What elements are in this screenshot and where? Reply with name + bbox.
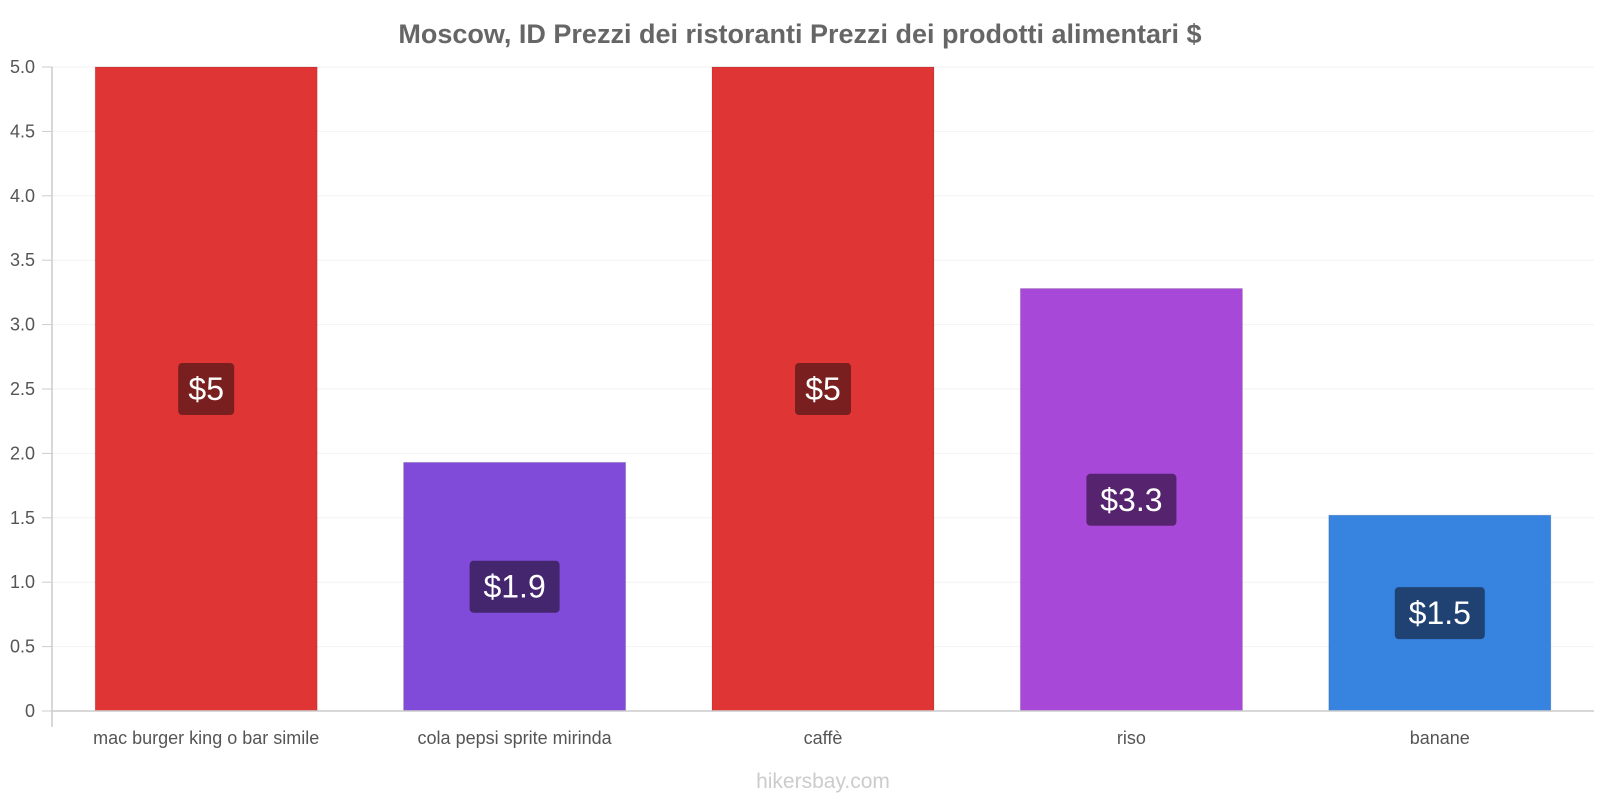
y-tick-label: 3.0 xyxy=(10,315,35,335)
y-tick-label: 4.0 xyxy=(10,186,35,206)
value-label-box xyxy=(178,363,235,415)
y-tick-label: 2.0 xyxy=(10,443,35,463)
axes xyxy=(42,66,1594,727)
value-label-box xyxy=(469,560,560,613)
y-tick-label: 5.0 xyxy=(10,57,35,77)
value-label: $5 xyxy=(188,371,224,407)
y-tick-label: 2.5 xyxy=(10,379,35,399)
x-tick-label: mac burger king o bar simile xyxy=(93,728,319,748)
credit-text: hikersbay.com xyxy=(756,770,890,793)
x-tick-label: cola pepsi sprite mirinda xyxy=(418,728,613,748)
value-label-box xyxy=(1394,587,1485,640)
y-axis-ticks: 0 0.5 1.0 1.5 2.0 2.5 3.0 3.5 4.0 4.5 5.0 xyxy=(10,57,35,721)
y-tick-label: 0 xyxy=(25,701,35,721)
value-label-box xyxy=(795,363,851,415)
value-label: $1.9 xyxy=(483,569,545,605)
chart-title: Moscow, ID Prezzi dei ristoranti Prezzi … xyxy=(398,19,1201,49)
value-label: $5 xyxy=(805,371,841,407)
value-label-box xyxy=(1086,473,1177,526)
x-tick-label: banane xyxy=(1410,728,1470,748)
y-tick-label: 4.5 xyxy=(10,121,35,141)
value-label: $1.5 xyxy=(1409,595,1471,631)
y-tick-label: 1.5 xyxy=(10,508,35,528)
value-label: $3.3 xyxy=(1100,482,1162,518)
x-tick-label: riso xyxy=(1117,728,1146,748)
y-tick-label: 1.0 xyxy=(10,572,35,592)
y-tick-label: 3.5 xyxy=(10,250,35,270)
value-labels: $5 $1.9 $5 $3.3 $1.5 xyxy=(178,363,1485,640)
x-tick-label: caffè xyxy=(804,728,843,748)
x-axis-ticks: mac burger king o bar simile cola pepsi s… xyxy=(93,728,1470,748)
y-tick-label: 0.5 xyxy=(10,637,35,657)
